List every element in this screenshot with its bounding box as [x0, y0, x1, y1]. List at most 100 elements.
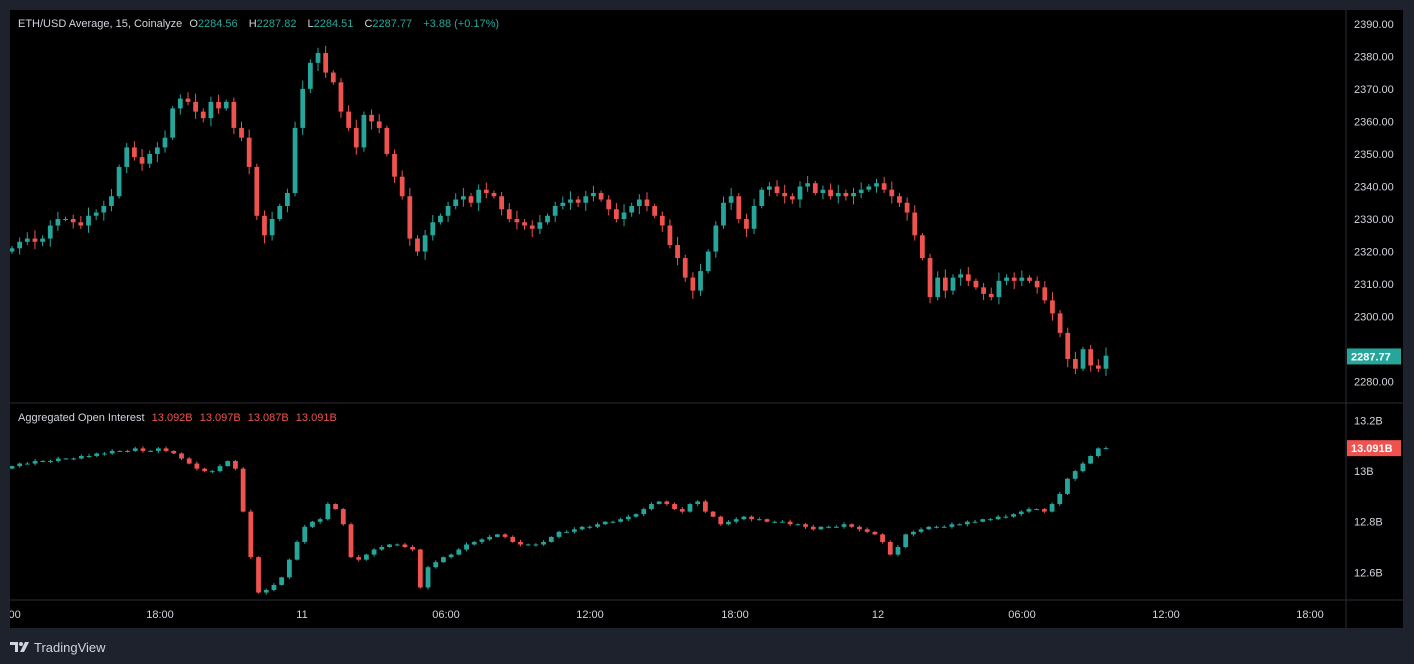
- price-candle-body: [552, 206, 558, 216]
- oi-candle-body: [132, 448, 138, 451]
- price-candle-body: [193, 101, 198, 112]
- price-candle-body: [338, 82, 344, 112]
- oi-candle-body: [564, 531, 570, 533]
- oi-candle-body: [225, 461, 231, 467]
- oi-axis-tick: 12.8B: [1354, 517, 1383, 529]
- oi-candle-body: [271, 584, 277, 590]
- price-candle-body: [392, 153, 397, 177]
- oi-candle-body: [1080, 463, 1086, 472]
- price-legend-high: H2287.82: [248, 18, 297, 30]
- price-candle-body: [568, 199, 573, 203]
- oi-candle-body: [702, 501, 708, 512]
- oi-candle-body: [364, 554, 369, 560]
- price-candle-body: [262, 215, 267, 236]
- price-candle-body: [231, 101, 237, 128]
- oi-candle-body: [880, 534, 885, 542]
- price-axis-tick: 2370.00: [1354, 84, 1394, 96]
- oi-candle-body: [194, 463, 200, 469]
- oi-candle-body: [556, 531, 562, 537]
- price-candle-body: [277, 206, 283, 220]
- price-candle-body: [376, 121, 382, 128]
- oi-candle-body: [672, 504, 677, 510]
- oi-candle-body: [286, 559, 292, 578]
- oi-candle-body: [610, 521, 616, 523]
- oi-candle-body: [417, 549, 423, 588]
- price-candle-body: [744, 219, 749, 229]
- oi-candle-body: [441, 557, 446, 563]
- tradingview-brand-label: TradingView: [34, 639, 106, 655]
- oi-candle-body: [787, 521, 793, 525]
- price-candle-body: [369, 114, 374, 122]
- oi-candle-body: [155, 448, 161, 451]
- time-axis-tick: 06:00: [432, 609, 460, 621]
- tradingview-logo-icon: [10, 640, 30, 654]
- time-axis-tick: 06:00: [1008, 609, 1036, 621]
- price-candle-body: [721, 202, 726, 226]
- price-candle-body: [835, 192, 841, 197]
- last-price-label: 2287.77: [1351, 351, 1391, 363]
- oi-candle-body: [764, 519, 770, 522]
- price-candle-body: [1103, 355, 1109, 369]
- price-candles: [9, 45, 1109, 376]
- oi-candle-body: [887, 541, 893, 555]
- price-candle-body: [216, 101, 221, 109]
- price-candle-body: [185, 98, 191, 102]
- grid-layer: [10, 10, 1403, 628]
- price-candle-body: [522, 222, 527, 226]
- price-candle-body: [828, 189, 833, 197]
- price-legend-title: ETH/USD Average, 15, Coinalyze: [18, 18, 183, 30]
- oi-candle-body: [9, 466, 15, 469]
- oi-candle-body: [348, 524, 354, 558]
- time-axis-tick: 12:00: [576, 609, 604, 621]
- time-axis-tick: 18:00: [1296, 609, 1324, 621]
- last-oi-label: 13.091B: [1351, 443, 1393, 455]
- price-candle-body: [774, 186, 780, 193]
- price-candle-body: [239, 127, 244, 138]
- price-legend-open: O2284.56: [189, 18, 238, 30]
- oi-candle-body: [741, 516, 747, 520]
- oi-legend-value: 13.091B: [295, 412, 337, 424]
- oi-candle-body: [941, 526, 947, 528]
- oi-candle-body: [248, 511, 254, 558]
- oi-candle-body: [294, 541, 300, 560]
- oi-candle-body: [541, 541, 546, 545]
- price-candle-body: [591, 192, 596, 197]
- price-legend-close: C2287.77: [364, 18, 413, 30]
- price-candle-body: [736, 196, 742, 220]
- oi-legend-value: 13.092B: [151, 412, 193, 424]
- price-candle-body: [958, 274, 964, 278]
- price-candle-body: [200, 111, 206, 119]
- oi-candle-body: [510, 536, 516, 542]
- oi-candle-body: [525, 544, 531, 546]
- price-candle-body: [170, 108, 176, 138]
- price-candle-body: [621, 212, 627, 220]
- oi-candle-body: [410, 547, 416, 550]
- price-candle-body: [86, 215, 91, 226]
- oi-candle-body: [918, 529, 924, 532]
- price-candle-body: [292, 127, 298, 193]
- last-oi-badge: [1347, 440, 1401, 457]
- oi-candle-body: [109, 450, 115, 454]
- oi-candle-body: [1072, 471, 1078, 479]
- price-candle-body: [460, 196, 466, 200]
- price-candle-body: [897, 196, 902, 203]
- price-candle-body: [506, 209, 512, 220]
- oi-candle-body: [217, 466, 223, 472]
- chart-svg[interactable]: 2390.00 2380.00 2370.00 2360.00 2350.00 2340.…: [0, 10, 1403, 628]
- price-candle-body: [843, 192, 849, 197]
- oi-candle-body: [1049, 504, 1055, 512]
- oi-candle-body: [749, 516, 754, 520]
- price-candle-body: [575, 199, 581, 203]
- oi-candle-body: [1034, 509, 1040, 511]
- price-axis-tick: 2360.00: [1354, 116, 1394, 128]
- price-candle-body: [981, 287, 986, 294]
- oi-candle-body: [803, 524, 808, 527]
- chart-area[interactable]: 2390.00 2380.00 2370.00 2360.00 2350.00 2340.…: [0, 10, 1403, 628]
- price-candle-body: [514, 219, 520, 223]
- price-candle-body: [1034, 280, 1040, 288]
- price-candle-body: [927, 258, 933, 298]
- price-candle-body: [330, 72, 336, 83]
- price-candle-body: [384, 127, 390, 154]
- tradingview-brand[interactable]: TradingView: [10, 638, 106, 656]
- oi-candle-body: [279, 577, 285, 585]
